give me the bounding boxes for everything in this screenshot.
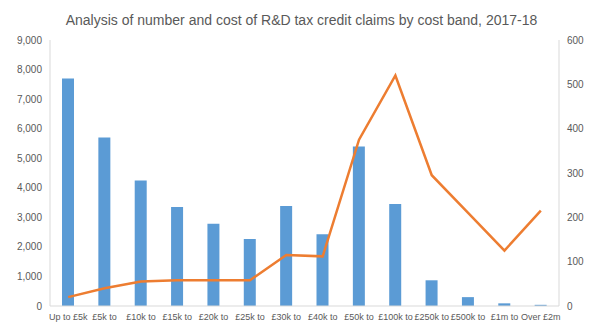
svg-text:300: 300: [567, 168, 584, 179]
svg-text:£25k to: £25k to: [235, 312, 265, 322]
svg-text:100: 100: [567, 256, 584, 267]
svg-text:0: 0: [567, 301, 573, 312]
svg-text:£10k to: £10k to: [126, 312, 156, 322]
svg-text:£100k to: £100k to: [378, 312, 413, 322]
svg-text:4,000: 4,000: [17, 182, 42, 193]
svg-text:7,000: 7,000: [17, 94, 42, 105]
svg-text:£500k to: £500k to: [451, 312, 486, 322]
svg-text:£15k to: £15k to: [162, 312, 192, 322]
svg-text:1,000: 1,000: [17, 271, 42, 282]
svg-text:£20k to: £20k to: [199, 312, 229, 322]
svg-text:9,000: 9,000: [17, 35, 42, 46]
svg-text:0: 0: [36, 301, 42, 312]
svg-text:500: 500: [567, 79, 584, 90]
svg-text:400: 400: [567, 123, 584, 134]
svg-text:8,000: 8,000: [17, 64, 42, 75]
svg-text:£1m to: £1m to: [491, 312, 519, 322]
svg-text:£40k to: £40k to: [308, 312, 338, 322]
html-text:Analysis of number and cost of: Analysis of number and cost of R&D tax c…: [65, 12, 538, 28]
svg-text:Over £2m: Over £2m: [521, 312, 561, 322]
svg-text:£50k to: £50k to: [344, 312, 374, 322]
svg-text:2,000: 2,000: [17, 241, 42, 252]
svg-text:£5k to: £5k to: [92, 312, 117, 322]
svg-text:600: 600: [567, 35, 584, 46]
svg-text:Up to £5k: Up to £5k: [49, 312, 88, 322]
svg-text:3,000: 3,000: [17, 212, 42, 223]
svg-text:5,000: 5,000: [17, 153, 42, 164]
svg-text:£30k to: £30k to: [272, 312, 302, 322]
svg-text:6,000: 6,000: [17, 123, 42, 134]
svg-text:200: 200: [567, 212, 584, 223]
svg-text:£250k to: £250k to: [414, 312, 449, 322]
